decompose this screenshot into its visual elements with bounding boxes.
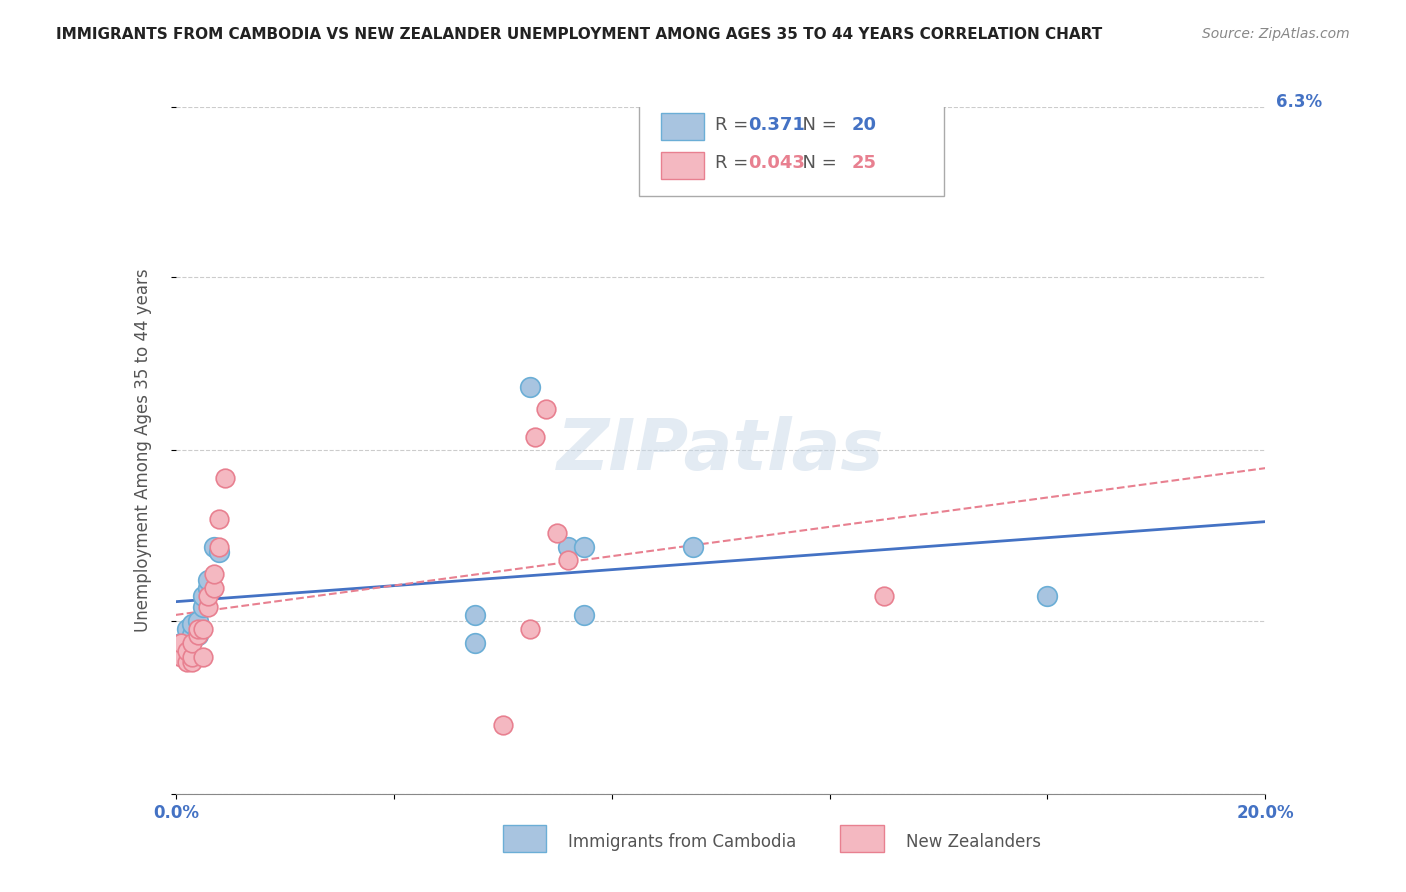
- New Zealanders: [524, 430, 547, 444]
- Text: ZIPatlas: ZIPatlas: [557, 416, 884, 485]
- Text: Source: ZipAtlas.com: Source: ZipAtlas.com: [1202, 27, 1350, 41]
- Text: 0.371: 0.371: [748, 116, 804, 134]
- Y-axis label: Unemployment Among Ages 35 to 44 years: Unemployment Among Ages 35 to 44 years: [134, 268, 152, 632]
- Immigrants from Cambodia: [181, 616, 204, 631]
- Text: IMMIGRANTS FROM CAMBODIA VS NEW ZEALANDER UNEMPLOYMENT AMONG AGES 35 TO 44 YEARS: IMMIGRANTS FROM CAMBODIA VS NEW ZEALANDE…: [56, 27, 1102, 42]
- New Zealanders: [186, 627, 209, 641]
- New Zealanders: [176, 655, 198, 669]
- Immigrants from Cambodia: [186, 627, 209, 641]
- Immigrants from Cambodia: [191, 589, 214, 603]
- New Zealanders: [202, 567, 225, 582]
- New Zealanders: [208, 512, 231, 526]
- New Zealanders: [519, 622, 541, 636]
- Immigrants from Cambodia: [208, 545, 231, 559]
- Text: 6.3%: 6.3%: [1277, 93, 1323, 111]
- Bar: [503, 825, 546, 852]
- Text: 20: 20: [852, 116, 876, 134]
- New Zealanders: [186, 622, 209, 636]
- New Zealanders: [546, 525, 568, 540]
- New Zealanders: [181, 649, 204, 664]
- Immigrants from Cambodia: [519, 380, 541, 394]
- Text: R =: R =: [716, 116, 754, 134]
- Text: 25: 25: [852, 154, 876, 172]
- Text: New Zealanders: New Zealanders: [905, 833, 1040, 851]
- Immigrants from Cambodia: [464, 636, 486, 650]
- New Zealanders: [197, 589, 219, 603]
- New Zealanders: [181, 655, 204, 669]
- Immigrants from Cambodia: [186, 614, 209, 628]
- Immigrants from Cambodia: [1036, 589, 1059, 603]
- Bar: [661, 113, 704, 140]
- Immigrants from Cambodia: [557, 540, 579, 554]
- New Zealanders: [873, 589, 896, 603]
- Immigrants from Cambodia: [191, 600, 214, 615]
- New Zealanders: [214, 471, 236, 485]
- New Zealanders: [170, 649, 193, 664]
- FancyBboxPatch shape: [638, 100, 943, 196]
- Immigrants from Cambodia: [197, 581, 219, 595]
- New Zealanders: [557, 553, 579, 567]
- Text: Immigrants from Cambodia: Immigrants from Cambodia: [568, 833, 796, 851]
- New Zealanders: [492, 718, 515, 732]
- New Zealanders: [191, 622, 214, 636]
- Text: R =: R =: [716, 154, 754, 172]
- Bar: [841, 825, 884, 852]
- New Zealanders: [208, 540, 231, 554]
- New Zealanders: [181, 636, 204, 650]
- Immigrants from Cambodia: [202, 540, 225, 554]
- Immigrants from Cambodia: [682, 540, 704, 554]
- Text: N =: N =: [792, 154, 844, 172]
- Text: 0.043: 0.043: [748, 154, 804, 172]
- Immigrants from Cambodia: [197, 573, 219, 587]
- New Zealanders: [197, 600, 219, 615]
- New Zealanders: [170, 636, 193, 650]
- Immigrants from Cambodia: [574, 608, 596, 623]
- Immigrants from Cambodia: [574, 540, 596, 554]
- Bar: [661, 152, 704, 179]
- New Zealanders: [191, 649, 214, 664]
- Text: N =: N =: [792, 116, 844, 134]
- New Zealanders: [534, 402, 557, 417]
- Immigrants from Cambodia: [464, 608, 486, 623]
- Immigrants from Cambodia: [176, 622, 198, 636]
- Immigrants from Cambodia: [170, 636, 193, 650]
- Immigrants from Cambodia: [181, 627, 204, 641]
- New Zealanders: [176, 644, 198, 658]
- New Zealanders: [202, 581, 225, 595]
